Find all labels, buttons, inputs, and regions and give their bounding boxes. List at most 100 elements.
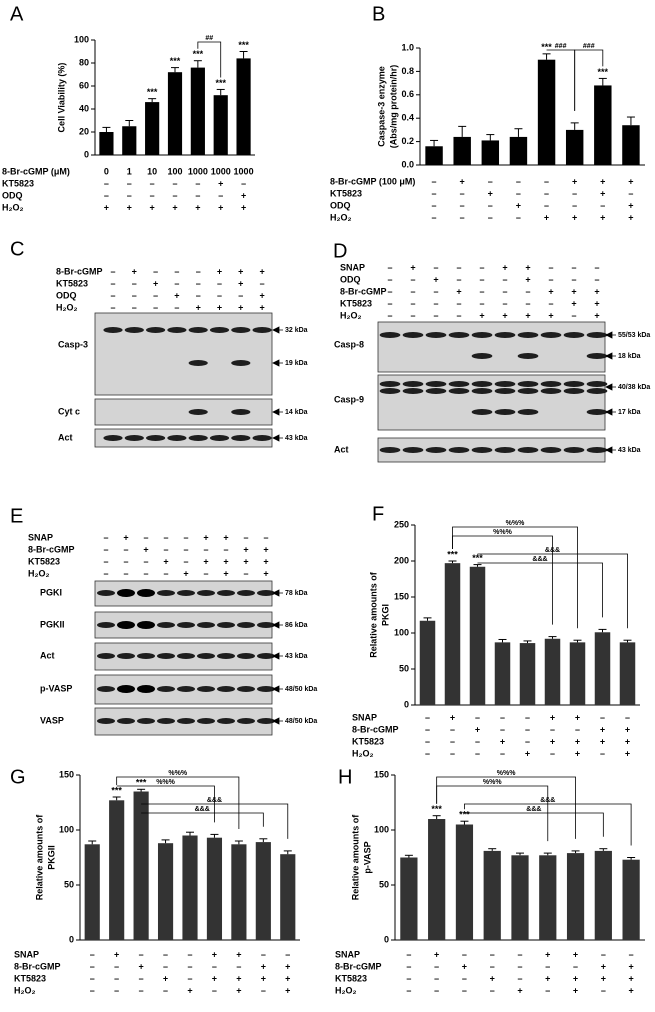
condition-mark: + bbox=[625, 748, 630, 758]
y-axis-label: Caspase-3 enzyme bbox=[376, 66, 386, 147]
y-axis-label: Relative amounts of bbox=[368, 571, 378, 658]
condition-name: KT5823 bbox=[352, 736, 384, 746]
bar bbox=[453, 136, 471, 165]
size-arrow bbox=[272, 359, 283, 367]
condition-mark: + bbox=[132, 266, 137, 276]
condition-mark: + bbox=[572, 176, 577, 186]
y-tick-label: 0 bbox=[384, 934, 389, 944]
blot-band bbox=[471, 388, 493, 394]
condition-mark: – bbox=[490, 985, 495, 995]
condition-mark: – bbox=[479, 286, 484, 296]
blot-band bbox=[586, 447, 608, 453]
condition-mark: – bbox=[261, 985, 266, 995]
condition-mark: + bbox=[545, 949, 550, 959]
condition-mark: – bbox=[212, 985, 217, 995]
blot-band bbox=[402, 381, 424, 387]
y-tick-label: 0.6 bbox=[401, 89, 414, 99]
bar bbox=[255, 842, 271, 940]
blot-band bbox=[188, 409, 208, 415]
condition-mark: – bbox=[387, 286, 392, 296]
condition-mark: – bbox=[406, 973, 411, 983]
condition-mark: + bbox=[575, 748, 580, 758]
blot-band bbox=[586, 381, 608, 387]
y-tick-label: 200 bbox=[394, 555, 409, 565]
bar bbox=[99, 132, 114, 155]
condition-name: H₂O₂ bbox=[2, 202, 24, 212]
condition-mark: – bbox=[479, 298, 484, 308]
blot-row-label: Cyt c bbox=[58, 406, 80, 416]
condition-mark: – bbox=[479, 262, 484, 272]
condition-mark: + bbox=[236, 949, 241, 959]
size-arrow bbox=[605, 331, 616, 339]
condition-mark: + bbox=[545, 973, 550, 983]
blot-row-label: Act bbox=[334, 444, 349, 454]
condition-mark: – bbox=[629, 949, 634, 959]
condition-mark: – bbox=[571, 262, 576, 272]
condition-mark: + bbox=[628, 200, 633, 210]
y-tick-label: 80 bbox=[79, 57, 89, 67]
condition-mark: – bbox=[261, 949, 266, 959]
blot-band bbox=[425, 332, 447, 338]
blot-band bbox=[97, 718, 115, 724]
condition-name: SNAP bbox=[340, 262, 365, 272]
blot-band bbox=[167, 327, 187, 333]
y-tick-label: 50 bbox=[64, 879, 74, 889]
significance-bracket bbox=[116, 776, 240, 829]
size-label: 43 kDa bbox=[285, 653, 308, 660]
blot-band bbox=[117, 685, 135, 693]
y-axis-label: p-VASP bbox=[362, 841, 372, 873]
condition-name: 8-Br-cGMP (100 μM) bbox=[330, 176, 415, 186]
condition-mark: – bbox=[183, 532, 188, 542]
bar bbox=[425, 146, 443, 165]
bar bbox=[509, 136, 528, 165]
condition-mark: + bbox=[163, 556, 168, 566]
condition-mark: – bbox=[153, 266, 158, 276]
condition-mark: + bbox=[628, 973, 633, 983]
blot-row-label: Act bbox=[58, 432, 73, 442]
y-tick-label: 100 bbox=[374, 824, 389, 834]
condition-mark: – bbox=[450, 736, 455, 746]
blot-band bbox=[237, 622, 255, 628]
condition-mark: – bbox=[187, 973, 192, 983]
y-tick-label: 40 bbox=[79, 103, 89, 113]
condition-mark: – bbox=[571, 274, 576, 284]
bar bbox=[455, 824, 474, 940]
size-label: 86 kDa bbox=[285, 622, 308, 629]
condition-mark: – bbox=[425, 712, 430, 722]
condition-name: ODQ bbox=[2, 190, 23, 200]
condition-mark: + bbox=[502, 262, 507, 272]
condition-mark: – bbox=[410, 274, 415, 284]
blot-row-label: Act bbox=[40, 650, 55, 660]
blot-band bbox=[177, 590, 195, 596]
condition-mark: – bbox=[410, 286, 415, 296]
condition-mark: – bbox=[544, 200, 549, 210]
y-tick-label: 60 bbox=[79, 80, 89, 90]
condition-mark: – bbox=[488, 176, 493, 186]
blot-band bbox=[425, 381, 447, 387]
significance-bracket bbox=[436, 785, 549, 842]
condition-mark: – bbox=[183, 544, 188, 554]
condition-mark: + bbox=[575, 712, 580, 722]
condition-mark: + bbox=[285, 985, 290, 995]
condition-mark: – bbox=[450, 748, 455, 758]
blot-band bbox=[97, 622, 115, 628]
condition-mark: + bbox=[150, 202, 155, 212]
y-axis-label: PKGI bbox=[380, 604, 390, 626]
condition-mark: – bbox=[434, 985, 439, 995]
bracket-label: &&& bbox=[532, 556, 547, 563]
bar bbox=[594, 632, 611, 705]
y-axis-label: PKGII bbox=[46, 845, 56, 870]
size-arrow bbox=[605, 408, 616, 416]
blot-band bbox=[402, 388, 424, 394]
condition-mark: + bbox=[594, 286, 599, 296]
condition-mark: – bbox=[243, 532, 248, 542]
y-tick-label: 0 bbox=[404, 699, 409, 709]
condition-mark: – bbox=[488, 212, 493, 222]
blot-band bbox=[517, 409, 539, 415]
condition-mark: – bbox=[425, 724, 430, 734]
size-label: 48/50 kDa bbox=[285, 686, 317, 693]
blot-band bbox=[257, 590, 275, 596]
size-label: 17 kDa bbox=[618, 409, 641, 416]
condition-name: KT5823 bbox=[14, 973, 46, 983]
blot-band bbox=[103, 435, 123, 441]
